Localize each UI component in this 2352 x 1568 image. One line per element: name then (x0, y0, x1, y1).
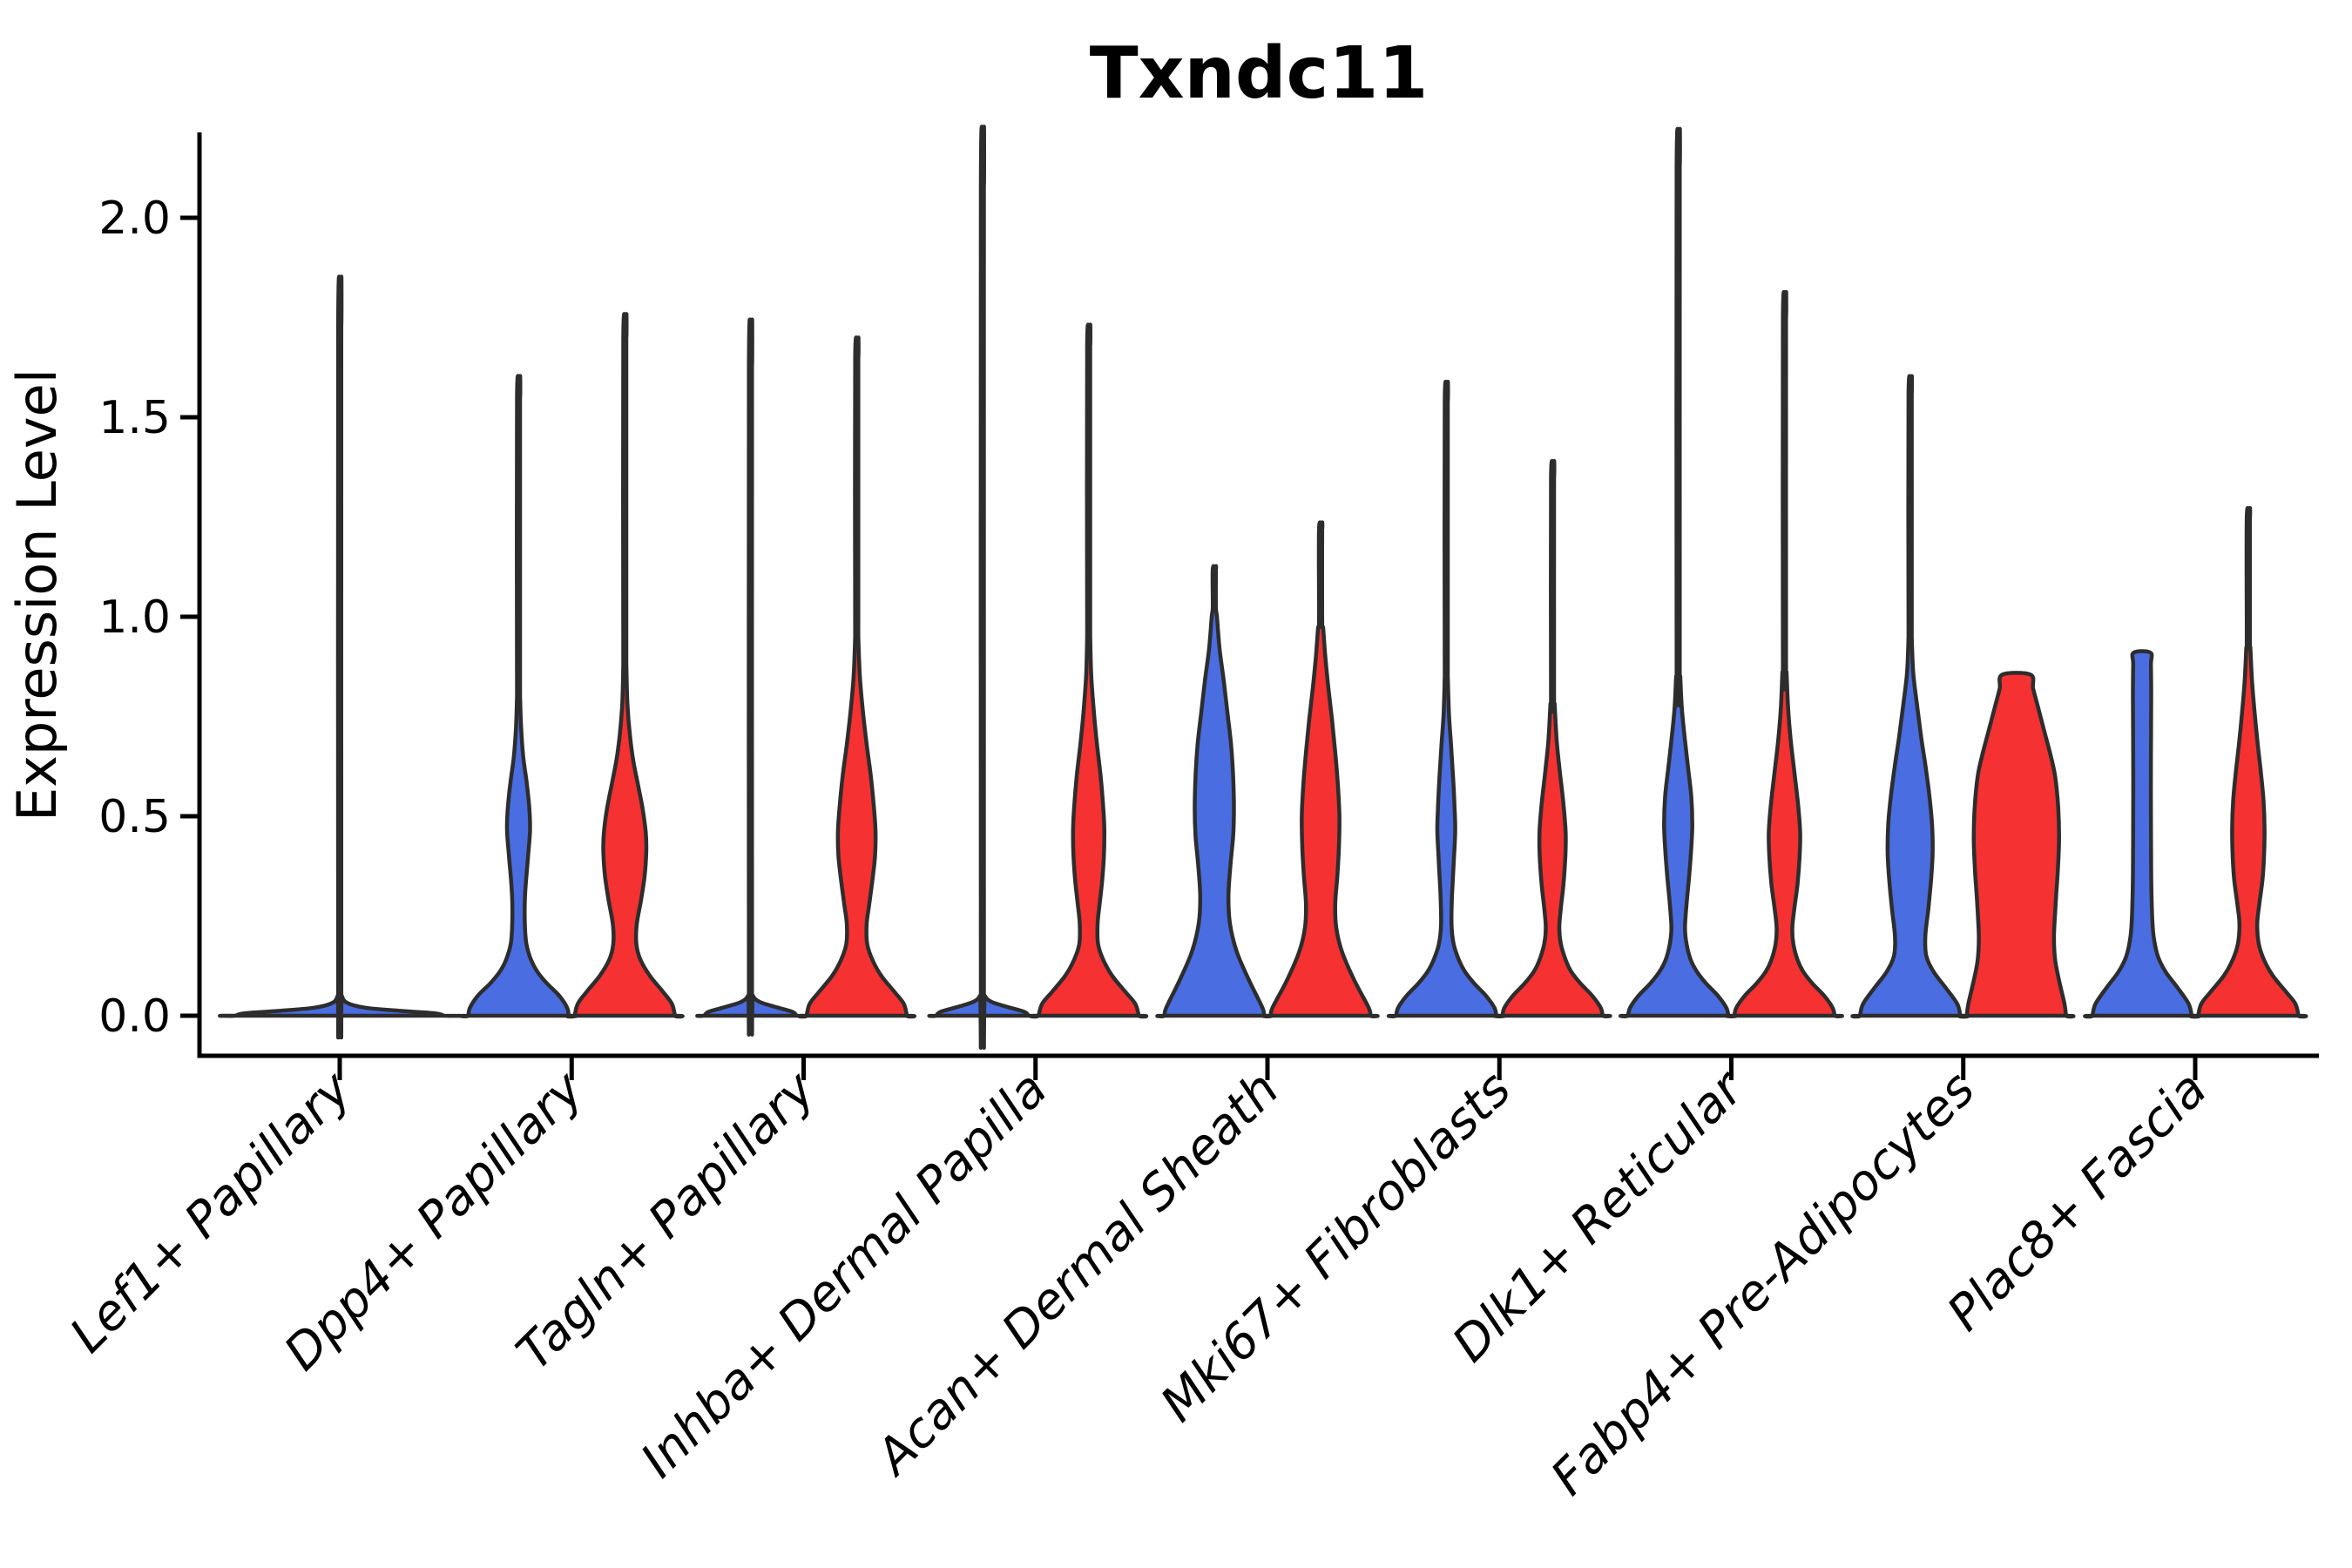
violin-dlk1-group2 (1725, 289, 1844, 1018)
violin-mki67-group1 (1386, 380, 1506, 1018)
violin-fabp4-group1 (1850, 374, 1970, 1019)
y-axis-label: Expression Level (5, 368, 69, 821)
violin-inhba-group2 (1029, 322, 1149, 1019)
violin-mki67-group2 (1492, 459, 1612, 1018)
violin-tagln-group2 (797, 335, 916, 1019)
violin-tagln-group1 (695, 317, 806, 1037)
violin-plac8-group1 (2083, 649, 2201, 1019)
y-tick-label: 2.0 (98, 193, 171, 245)
chart-title: Txndc11 (1090, 32, 1429, 115)
violin-plac8-group2 (2188, 506, 2308, 1019)
violin-dpp4-group2 (564, 312, 685, 1019)
x-tick-label-4: Acan+ Dermal Sheath (864, 1061, 1290, 1487)
violin-inhba-group1 (927, 125, 1037, 1051)
violin-fabp4-group2 (1957, 671, 2076, 1019)
violin-dlk1-group1 (1619, 126, 1738, 1018)
violin-acan-group1 (1155, 564, 1274, 1018)
y-tick-label: 0.0 (98, 990, 171, 1043)
violin-acan-group2 (1261, 520, 1380, 1018)
x-tick-label-7: Fabp4+ Pre-Adipocytes (1540, 1061, 1985, 1506)
x-tick-label-3: Inhba+ Dermal Papilla (631, 1061, 1058, 1489)
violin-dpp4-group1 (458, 374, 578, 1018)
y-tick-label: 1.5 (98, 392, 171, 444)
violin-lef1-group1 (218, 274, 462, 1040)
y-tick-label: 0.5 (98, 791, 171, 843)
y-tick-label: 1.0 (98, 591, 171, 644)
